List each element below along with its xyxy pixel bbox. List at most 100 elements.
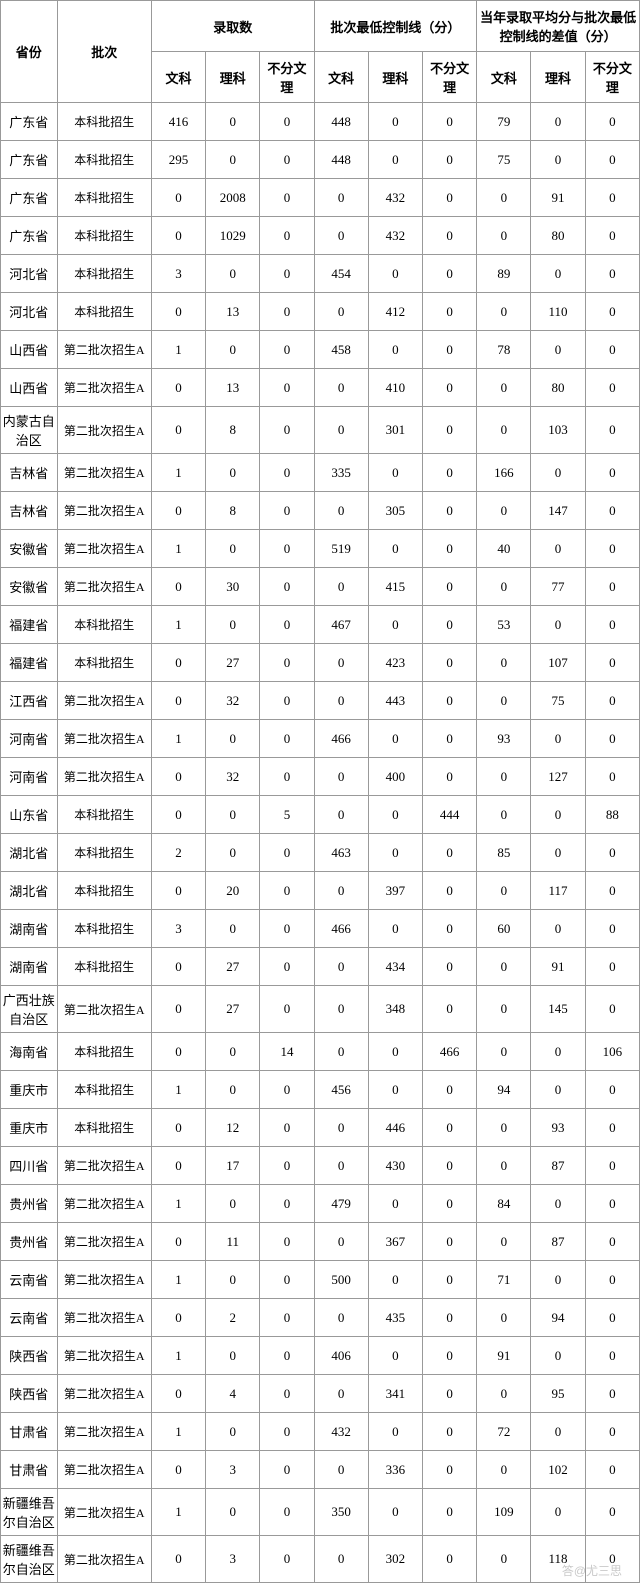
cell-batch: 本科批招生 [57, 1033, 151, 1071]
cell-value: 0 [531, 103, 585, 141]
cell-batch: 第二批次招生A [57, 1489, 151, 1536]
cell-value: 0 [260, 910, 314, 948]
cell-value: 0 [477, 872, 531, 910]
cell-value: 0 [368, 530, 422, 568]
cell-value: 500 [314, 1261, 368, 1299]
cell-value: 0 [477, 682, 531, 720]
cell-value: 79 [477, 103, 531, 141]
cell-value: 0 [151, 682, 205, 720]
cell-value: 0 [260, 103, 314, 141]
table-row: 福建省本科批招生02700423001070 [1, 644, 640, 682]
cell-province: 安徽省 [1, 568, 58, 606]
cell-province: 吉林省 [1, 492, 58, 530]
cell-value: 0 [422, 369, 476, 407]
cell-value: 335 [314, 454, 368, 492]
cell-province: 湖南省 [1, 948, 58, 986]
cell-value: 432 [368, 179, 422, 217]
cell-value: 93 [531, 1109, 585, 1147]
cell-province: 河北省 [1, 255, 58, 293]
cell-batch: 第二批次招生A [57, 454, 151, 492]
cell-value: 0 [151, 644, 205, 682]
cell-value: 456 [314, 1071, 368, 1109]
cell-value: 77 [531, 568, 585, 606]
cell-value: 0 [422, 179, 476, 217]
table-row: 山西省第二批次招生A100458007800 [1, 331, 640, 369]
cell-value: 0 [585, 1223, 639, 1261]
cell-value: 30 [206, 568, 260, 606]
cell-value: 0 [314, 1451, 368, 1489]
cell-value: 0 [368, 1261, 422, 1299]
cell-value: 2 [151, 834, 205, 872]
cell-province: 山西省 [1, 331, 58, 369]
cell-value: 415 [368, 568, 422, 606]
cell-value: 0 [314, 369, 368, 407]
cell-value: 1 [151, 1071, 205, 1109]
table-header: 省份 批次 录取数 批次最低控制线（分） 当年录取平均分与批次最低控制线的差值（… [1, 1, 640, 103]
cell-value: 0 [477, 1147, 531, 1185]
cell-value: 103 [531, 407, 585, 454]
cell-value: 107 [531, 644, 585, 682]
cell-province: 安徽省 [1, 530, 58, 568]
cell-value: 27 [206, 986, 260, 1033]
cell-value: 0 [314, 644, 368, 682]
cell-province: 福建省 [1, 606, 58, 644]
cell-value: 0 [260, 1223, 314, 1261]
cell-value: 0 [422, 1375, 476, 1413]
cell-batch: 本科批招生 [57, 606, 151, 644]
cell-value: 0 [260, 948, 314, 986]
cell-province: 广东省 [1, 141, 58, 179]
cell-value: 0 [314, 986, 368, 1033]
cell-value: 127 [531, 758, 585, 796]
table-row: 广东省本科批招生29500448007500 [1, 141, 640, 179]
cell-value: 0 [151, 1223, 205, 1261]
col-group-diff: 当年录取平均分与批次最低控制线的差值（分） [477, 1, 640, 52]
cell-value: 0 [206, 606, 260, 644]
cell-value: 430 [368, 1147, 422, 1185]
cell-value: 0 [531, 1413, 585, 1451]
cell-province: 广东省 [1, 103, 58, 141]
cell-province: 甘肃省 [1, 1451, 58, 1489]
cell-province: 山西省 [1, 369, 58, 407]
cell-value: 0 [151, 568, 205, 606]
cell-value: 467 [314, 606, 368, 644]
col-group-cutoff: 批次最低控制线（分） [314, 1, 477, 52]
cell-value: 0 [368, 910, 422, 948]
cell-value: 91 [477, 1337, 531, 1375]
cell-value: 0 [260, 758, 314, 796]
cell-value: 0 [585, 1489, 639, 1536]
cell-value: 94 [477, 1071, 531, 1109]
cell-province: 重庆市 [1, 1109, 58, 1147]
cell-value: 295 [151, 141, 205, 179]
cell-value: 458 [314, 331, 368, 369]
cell-batch: 本科批招生 [57, 910, 151, 948]
cell-value: 0 [314, 682, 368, 720]
cell-province: 新疆维吾尔自治区 [1, 1536, 58, 1583]
cell-value: 0 [260, 1261, 314, 1299]
cell-value: 78 [477, 331, 531, 369]
cell-value: 0 [260, 407, 314, 454]
cell-value: 0 [477, 1223, 531, 1261]
cell-value: 466 [314, 720, 368, 758]
cell-value: 0 [585, 758, 639, 796]
cell-value: 3 [151, 910, 205, 948]
cell-value: 20 [206, 872, 260, 910]
cell-value: 93 [477, 720, 531, 758]
cell-value: 406 [314, 1337, 368, 1375]
cell-value: 0 [585, 179, 639, 217]
cell-batch: 第二批次招生A [57, 758, 151, 796]
table-row: 新疆维吾尔自治区第二批次招生A0300302001180 [1, 1536, 640, 1583]
table-row: 陕西省第二批次招生A100406009100 [1, 1337, 640, 1375]
cell-value: 0 [477, 1299, 531, 1337]
table-row: 云南省第二批次招生A020043500940 [1, 1299, 640, 1337]
cell-batch: 第二批次招生A [57, 1299, 151, 1337]
cell-value: 0 [422, 948, 476, 986]
cell-value: 0 [314, 217, 368, 255]
cell-value: 2 [206, 1299, 260, 1337]
cell-value: 0 [368, 454, 422, 492]
sub-wen: 文科 [477, 52, 531, 103]
cell-value: 435 [368, 1299, 422, 1337]
cell-value: 13 [206, 369, 260, 407]
cell-value: 71 [477, 1261, 531, 1299]
cell-batch: 本科批招生 [57, 1071, 151, 1109]
cell-value: 0 [477, 369, 531, 407]
